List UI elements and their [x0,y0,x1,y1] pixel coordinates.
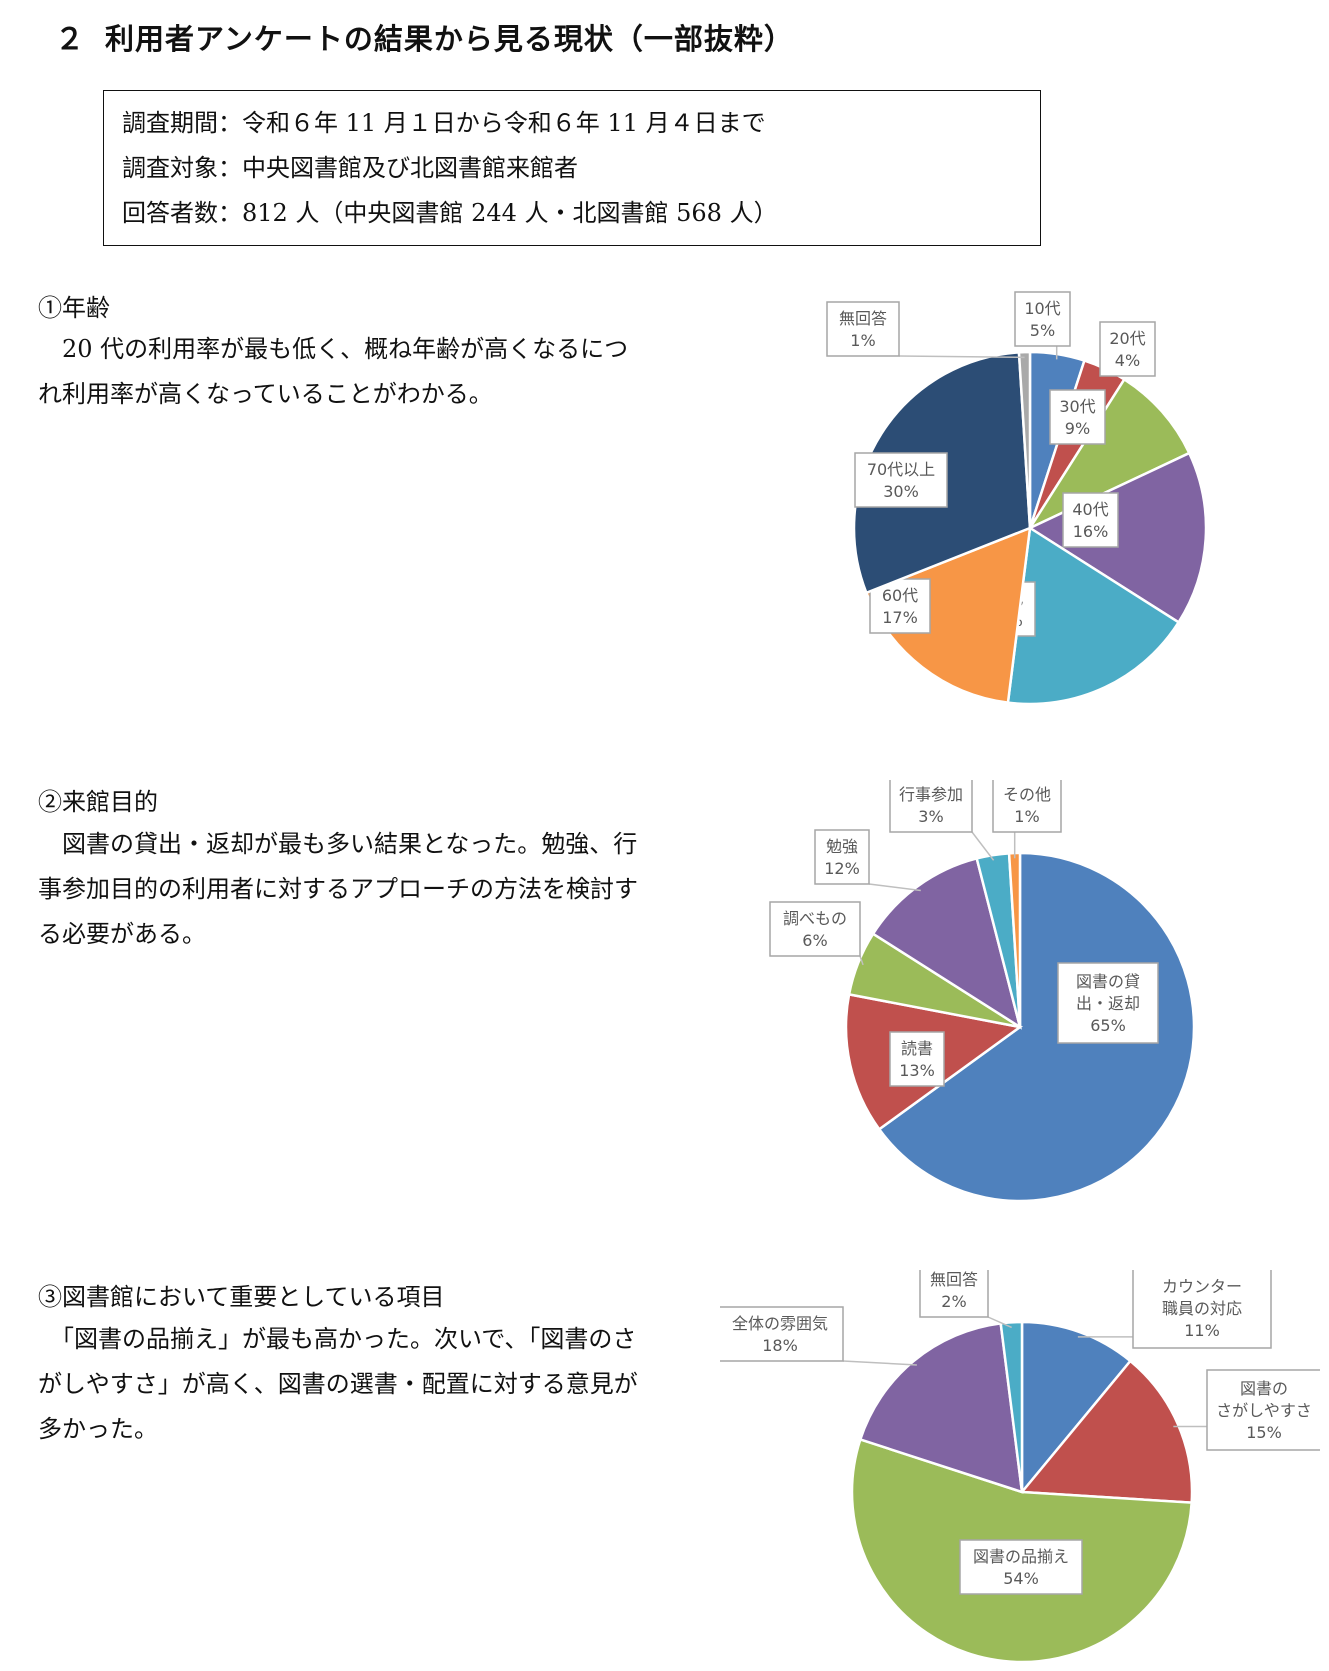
section-body-importance: 「図書の品揃え」が最も高かった。次いで、「図書のさがしやすさ」が高く、図書の選書… [38,1325,638,1443]
data-label-4-line-1: 2% [941,1292,966,1311]
data-label-5-line-0: その他 [1003,785,1051,804]
data-label-3-line-1: 16% [1073,522,1109,541]
data-label-box-0 [1057,962,1159,1044]
survey-period: 調査期間：令和６年 11 月１日から令和６年 11 月４日まで [122,109,766,137]
data-label-1-line-0: 20代 [1109,329,1145,348]
data-label-6-line-0: 70代以上 [867,460,935,479]
section-body-purpose: 図書の貸出・返却が最も多い結果となった。勉強、行事参加目的の利用者に対するアプロ… [38,830,638,948]
data-label-box-7 [826,301,900,357]
data-label-1-line-2: 15% [1246,1423,1282,1442]
pie-slice-7 [1017,350,1032,529]
data-label-box-3 [1062,492,1119,548]
data-label-box-3 [720,1306,844,1362]
data-label-2-line-0: 図書の品揃え [973,1547,1069,1566]
data-label-5-line-1: 1% [1014,807,1039,826]
pie-slice-1 [1019,1359,1194,1504]
leader-line-7 [898,355,1025,359]
data-label-1-line-0: 図書の [1240,1379,1288,1398]
data-label-3-line-0: 勉強 [826,837,858,856]
data-label-0-line-1: 職員の対応 [1162,1299,1242,1318]
data-label-box-3 [814,829,870,885]
data-label-box-2 [1049,389,1106,445]
data-label-2-line-1: 6% [802,931,827,950]
section-body-age: 20 代の利用率が最も低く、概ね年齢が高くなるにつれ利用率が高くなっていることが… [38,335,629,408]
data-label-box-6 [854,452,948,508]
data-label-box-4 [919,1270,989,1318]
section-heading: ２ 利用者アンケートの結果から見る現状（一部抜粋） [55,16,794,58]
survey-info-box: 調査期間：令和６年 11 月１日から令和６年 11 月４日まで 調査対象：中央図… [103,90,1041,246]
data-label-box-2 [959,1539,1083,1595]
data-label-box-0 [1014,291,1071,347]
data-label-box-1 [1099,321,1156,377]
heading-number: ２ [55,22,86,56]
data-label-1-line-0: 読書 [901,1039,933,1058]
data-label-0-line-2: 11% [1184,1321,1220,1340]
leader-line-2 [859,955,864,966]
data-label-box-1 [889,1031,945,1087]
pie-slice-0 [1020,1320,1133,1496]
data-label-2-line-1: 54% [1003,1569,1039,1588]
data-label-2-line-0: 調べもの [783,909,847,928]
age-pie-chart: 10代5%20代4%30代9%40代16%50代18%60代17%70代以上30… [826,291,1208,706]
data-label-5-line-1: 17% [882,608,918,627]
data-label-5-line-0: 60代 [882,586,918,605]
data-label-4-line-0: 無回答 [930,1270,978,1289]
data-label-1-line-1: 4% [1115,351,1140,370]
data-label-7-line-0: 無回答 [839,309,887,328]
data-label-3-line-0: 全体の雰囲気 [732,1314,828,1333]
section-title-purpose: ②来館目的 [38,788,158,816]
leader-line-3 [868,883,921,892]
section-title-importance: ③図書館において重要としている項目 [38,1283,445,1311]
data-label-3-line-1: 18% [762,1336,798,1355]
data-label-3-line-1: 12% [824,859,860,878]
section-title-age: ①年齢 [38,294,110,322]
data-label-box-2 [769,901,861,957]
survey-target: 調査対象：中央図書館及び北図書館来館者 [122,154,578,182]
data-label-7-line-1: 1% [850,331,875,350]
data-label-0-line-0: 10代 [1024,299,1060,318]
pie-slice-4 [1006,525,1181,706]
data-label-0-line-0: カウンター [1162,1277,1242,1296]
data-label-3-line-0: 40代 [1072,500,1108,519]
data-label-box-4 [889,780,973,833]
pie-slice-3 [871,856,1022,1030]
data-label-box-0 [1132,1270,1272,1349]
pie-slice-3 [858,1321,1024,1494]
data-label-2-line-1: 9% [1065,419,1090,438]
data-label-0-line-0: 図書の貸 [1076,972,1140,991]
pie-slice-0 [877,851,1196,1203]
data-label-0-line-2: 65% [1090,1016,1126,1035]
heading-title: 利用者アンケートの結果から見る現状（一部抜粋） [105,22,794,56]
purpose-pie-chart: 図書の貸出・返却 65% 読書 13% 調べもの 6% 勉強 12% 行事参加 3% その他 1% [769,780,1196,1203]
survey-respondents: 回答者数：812 人（中央図書館 244 人・北図書館 568 人） [122,199,778,227]
data-label-1-line-1: さがしやすさ [1216,1401,1312,1420]
data-label-1-line-1: 13% [899,1061,935,1080]
data-label-4-line-0: 行事参加 [899,785,963,804]
data-label-4-line-1: 3% [918,807,943,826]
leader-line-3 [842,1360,917,1366]
pie-slice-2 [1026,377,1191,531]
data-label-2-line-0: 30代 [1059,397,1095,416]
data-label-box-5 [992,780,1062,833]
data-label-0-line-1: 出・返却 [1076,994,1140,1013]
leader-line-4 [971,831,995,861]
leader-line-4 [987,1316,1012,1329]
data-label-0-line-1: 5% [1030,321,1055,340]
data-label-box-1 [1206,1369,1320,1451]
data-label-6-line-1: 30% [883,482,919,501]
